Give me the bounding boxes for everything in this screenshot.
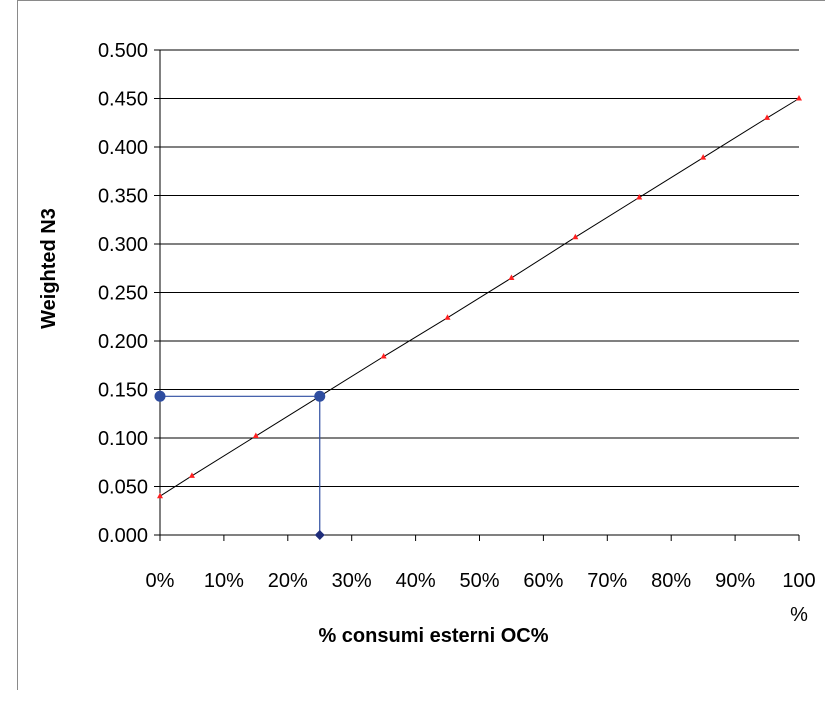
y-tick-label: 0.000 [98,525,148,547]
x-tick-label: 30% [332,570,372,592]
data-point-triangle [700,154,707,160]
data-point-triangle [572,233,579,240]
data-point-triangle [380,353,387,359]
y-tick-label: 0.200 [98,331,148,353]
y-tick-label: 0.050 [98,477,148,499]
x-tick-label: 80% [651,570,691,592]
y-tick-label: 0.250 [98,283,148,305]
x-tick-label: 60% [523,570,563,592]
y-tick-label: 0.400 [98,137,148,159]
data-point-triangle [252,432,259,439]
data-point-triangle [636,193,643,200]
axis-layer [154,49,800,541]
x-tick-label: 10% [204,570,244,592]
y-tick-label: 0.450 [98,89,148,111]
grid-layer [160,49,799,487]
series-layer [154,95,802,540]
x-tick-label: 50% [459,570,499,592]
y-axis-title: Weighted N3 [38,208,60,329]
x-tick-label: 20% [268,570,308,592]
data-point-diamond [314,530,325,540]
x-tick-label: 40% [396,570,436,592]
data-point-triangle [796,95,802,101]
y-tick-label: 0.350 [98,186,148,208]
y-tick-label: 0.300 [98,234,148,256]
data-point-triangle [444,314,451,320]
y-tick-label: 0.150 [98,380,148,402]
data-point-triangle [764,114,771,120]
x-tick-label: 70% [587,570,627,592]
x-axis-title: % consumi esterni OC% [318,625,548,647]
data-point-triangle [157,492,163,499]
series-line [159,98,800,497]
x-tick-label: 0% [146,570,175,592]
chart-svg: 0.000 0.050 0.100 0.150 0.200 0.250 0.300 0.350… [38,40,816,647]
data-point-circle [314,390,326,402]
data-point-triangle [508,274,515,280]
data-point-triangle [188,472,195,478]
y-tick-label: 0.100 [98,428,148,450]
chart-frame: 0.000 0.050 0.100 0.150 0.200 0.250 0.300 0.350… [17,0,825,690]
data-point-circle [154,390,166,402]
y-tick-label: 0.500 [98,40,148,62]
label-layer: 0.000 0.050 0.100 0.150 0.200 0.250 0.300 0.350… [38,40,816,647]
x-tick-label: 90% [715,570,755,592]
x-tick-label: 100% [782,570,815,626]
